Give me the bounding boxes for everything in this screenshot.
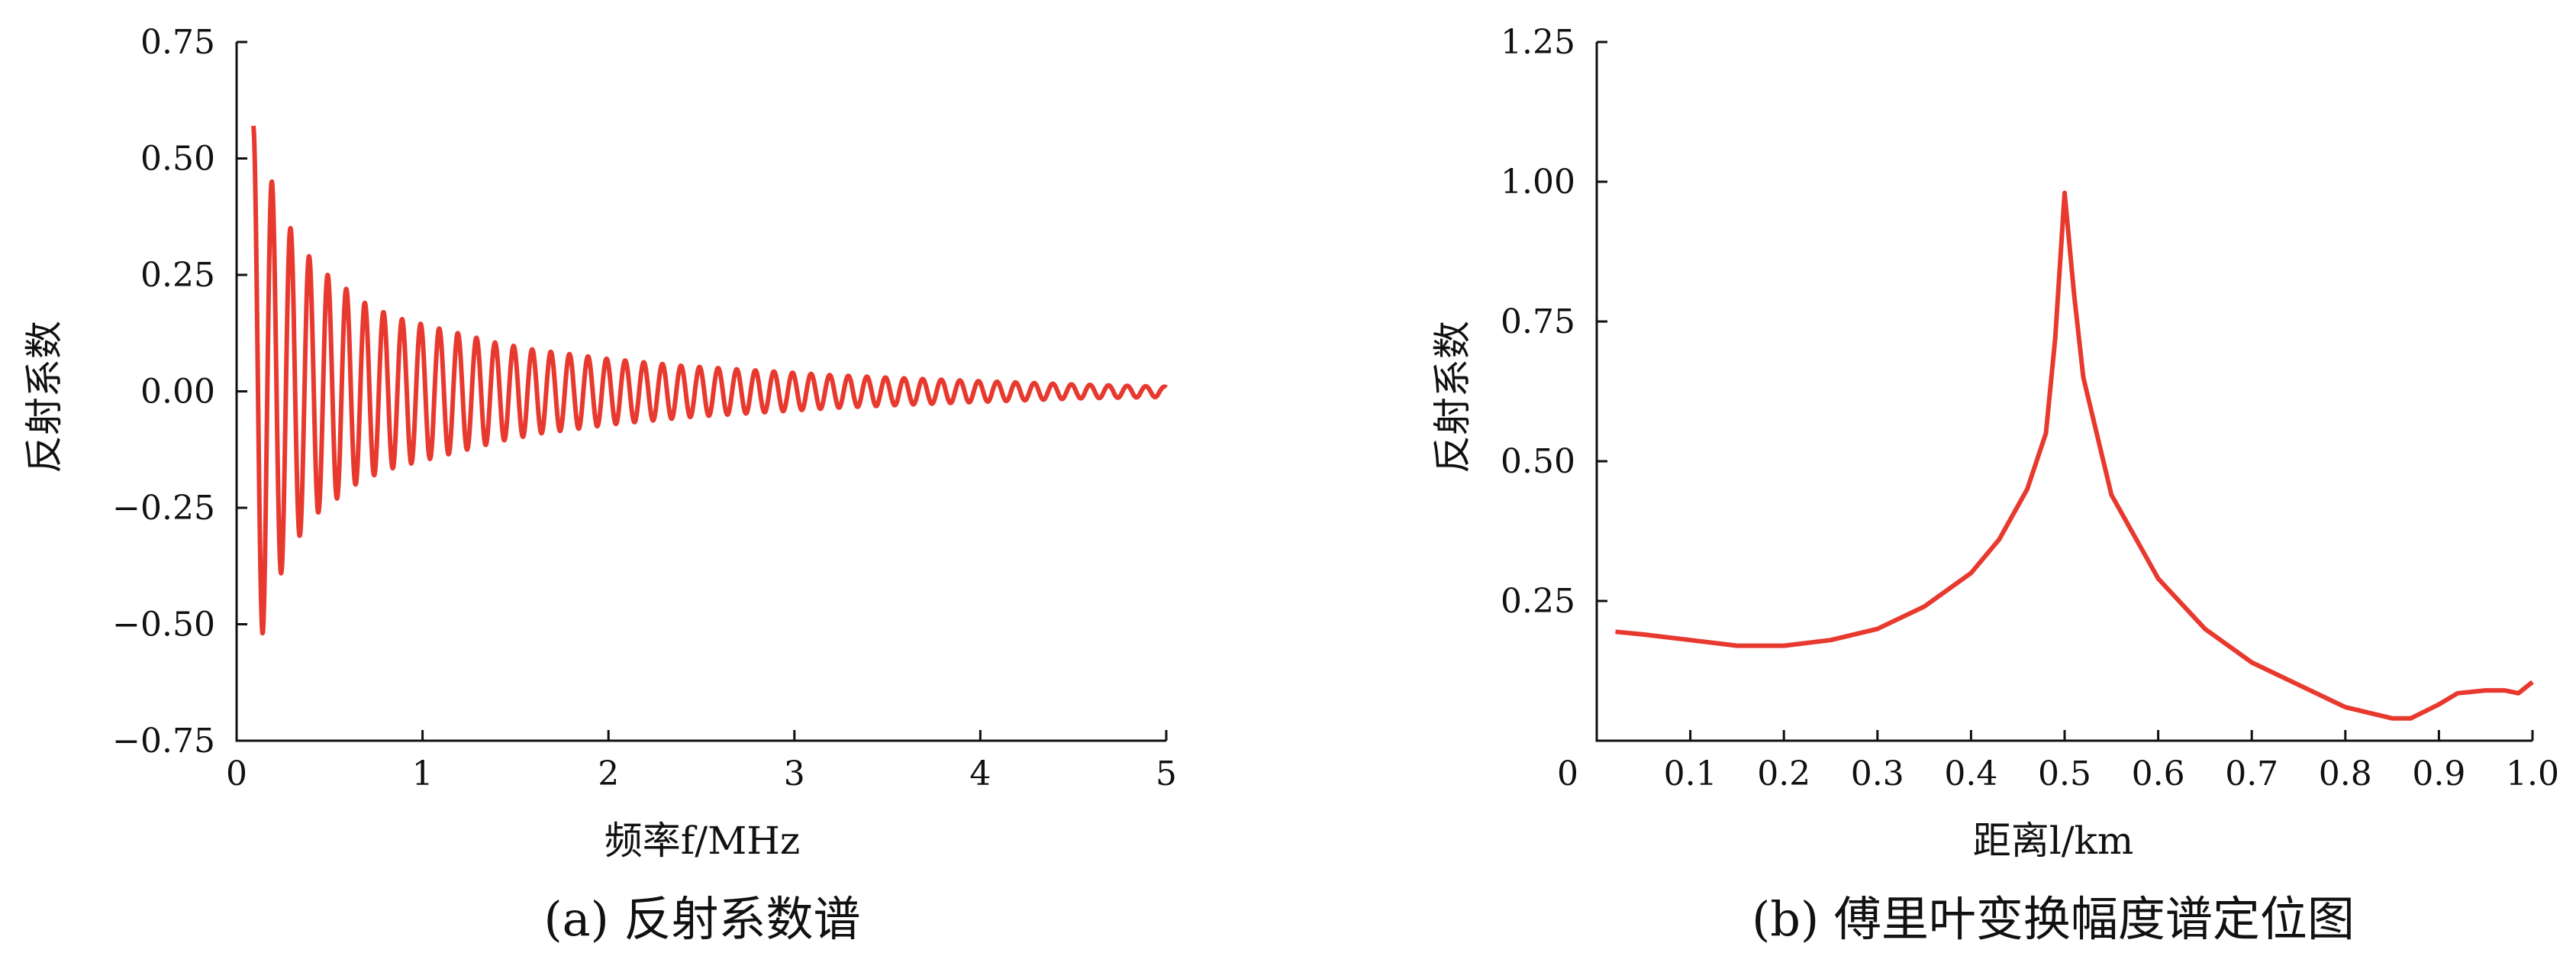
chart-b-axes bbox=[1595, 42, 2532, 742]
chart-a-y-tick-label: 0.75 bbox=[140, 23, 215, 62]
chart-b-y-tick-label: 0.25 bbox=[1501, 582, 1575, 621]
chart-b-x-tick-label: 1.0 bbox=[2506, 754, 2559, 793]
chart-b-caption: (b) 傅里叶变换幅度谱定位图 bbox=[1752, 891, 2355, 947]
chart-a-x-axis-label: 频率f/MHz bbox=[605, 819, 801, 863]
chart-b-tick-marks bbox=[1597, 40, 2534, 741]
chart-b-x-tick-label: 0.6 bbox=[2132, 754, 2185, 793]
chart-b-x-tick-label: 0 bbox=[1557, 754, 1578, 793]
chart-b-x-axis-label: 距离l/km bbox=[1973, 819, 2134, 863]
chart-a-tick-marks bbox=[235, 40, 1168, 742]
chart-b: 0 0.1 0.2 0.3 0.4 0.5 0.6 0.7 0.8 0.9 1.0 1.25 1.00… bbox=[1430, 23, 2559, 947]
chart-a-y-tick-label: 0.50 bbox=[140, 140, 215, 179]
chart-a-y-tick-label: 0.25 bbox=[140, 256, 215, 295]
chart-a-x-tick-label: 0 bbox=[226, 754, 247, 793]
chart-b-x-tick-labels: 0 0.1 0.2 0.3 0.4 0.5 0.6 0.7 0.8 0.9 1.0 bbox=[1557, 754, 2559, 793]
chart-b-x-tick-label: 0.1 bbox=[1664, 754, 1717, 793]
chart-a-x-tick-label: 5 bbox=[1156, 754, 1177, 793]
chart-b-x-tick-label: 0.7 bbox=[2225, 754, 2278, 793]
chart-b-x-tick-label: 0.3 bbox=[1851, 754, 1904, 793]
chart-a-x-tick-labels: 0 1 2 3 4 5 bbox=[226, 754, 1177, 793]
chart-a-y-tick-labels: 0.75 0.50 0.25 0.00 −0.25 −0.50 −0.75 bbox=[112, 23, 215, 761]
chart-a-axes bbox=[235, 42, 1166, 742]
chart-b-x-tick-label: 0.2 bbox=[1757, 754, 1810, 793]
chart-a-x-tick-label: 2 bbox=[598, 754, 619, 793]
chart-a: 0 1 2 3 4 5 0.75 0.50 0.25 0.00 −0.25 −0.50 −0.75 频… bbox=[22, 23, 1177, 947]
chart-a-caption: (a) 反射系数谱 bbox=[543, 891, 860, 947]
chart-b-y-tick-label: 1.25 bbox=[1501, 23, 1575, 62]
chart-a-y-tick-label: −0.25 bbox=[112, 489, 215, 528]
chart-b-series-line bbox=[1615, 190, 2534, 721]
chart-b-y-tick-label: 1.00 bbox=[1501, 163, 1575, 202]
chart-a-x-tick-label: 1 bbox=[412, 754, 434, 793]
chart-a-y-tick-label: −0.75 bbox=[112, 722, 215, 761]
chart-b-y-tick-label: 0.50 bbox=[1501, 442, 1575, 481]
chart-a-y-axis-label: 反射系数 bbox=[22, 321, 66, 473]
chart-a-x-tick-label: 3 bbox=[784, 754, 805, 793]
chart-a-y-tick-label: 0.00 bbox=[140, 373, 215, 412]
chart-b-y-tick-label: 0.75 bbox=[1501, 302, 1575, 341]
chart-b-x-tick-label: 0.5 bbox=[2038, 754, 2091, 793]
chart-b-y-axis-label: 反射系数 bbox=[1430, 321, 1475, 473]
chart-a-x-tick-label: 4 bbox=[969, 754, 991, 793]
chart-b-x-tick-label: 0.9 bbox=[2412, 754, 2465, 793]
chart-b-x-tick-label: 0.8 bbox=[2319, 754, 2372, 793]
chart-b-y-tick-labels: 1.25 1.00 0.75 0.50 0.25 bbox=[1501, 23, 1575, 621]
chart-b-x-tick-label: 0.4 bbox=[1944, 754, 1997, 793]
chart-a-y-tick-label: −0.50 bbox=[112, 606, 215, 644]
chart-a-series-line bbox=[250, 125, 1169, 636]
